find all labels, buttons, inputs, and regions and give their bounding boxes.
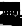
Point <box>5 9 6 10</box>
Point <box>11 6 12 7</box>
Text: FIG. 3: FIG. 3 <box>0 12 22 26</box>
Legend: Peak to Valley Roughness, RMS Roughness: Peak to Valley Roughness, RMS Roughness <box>0 23 12 26</box>
